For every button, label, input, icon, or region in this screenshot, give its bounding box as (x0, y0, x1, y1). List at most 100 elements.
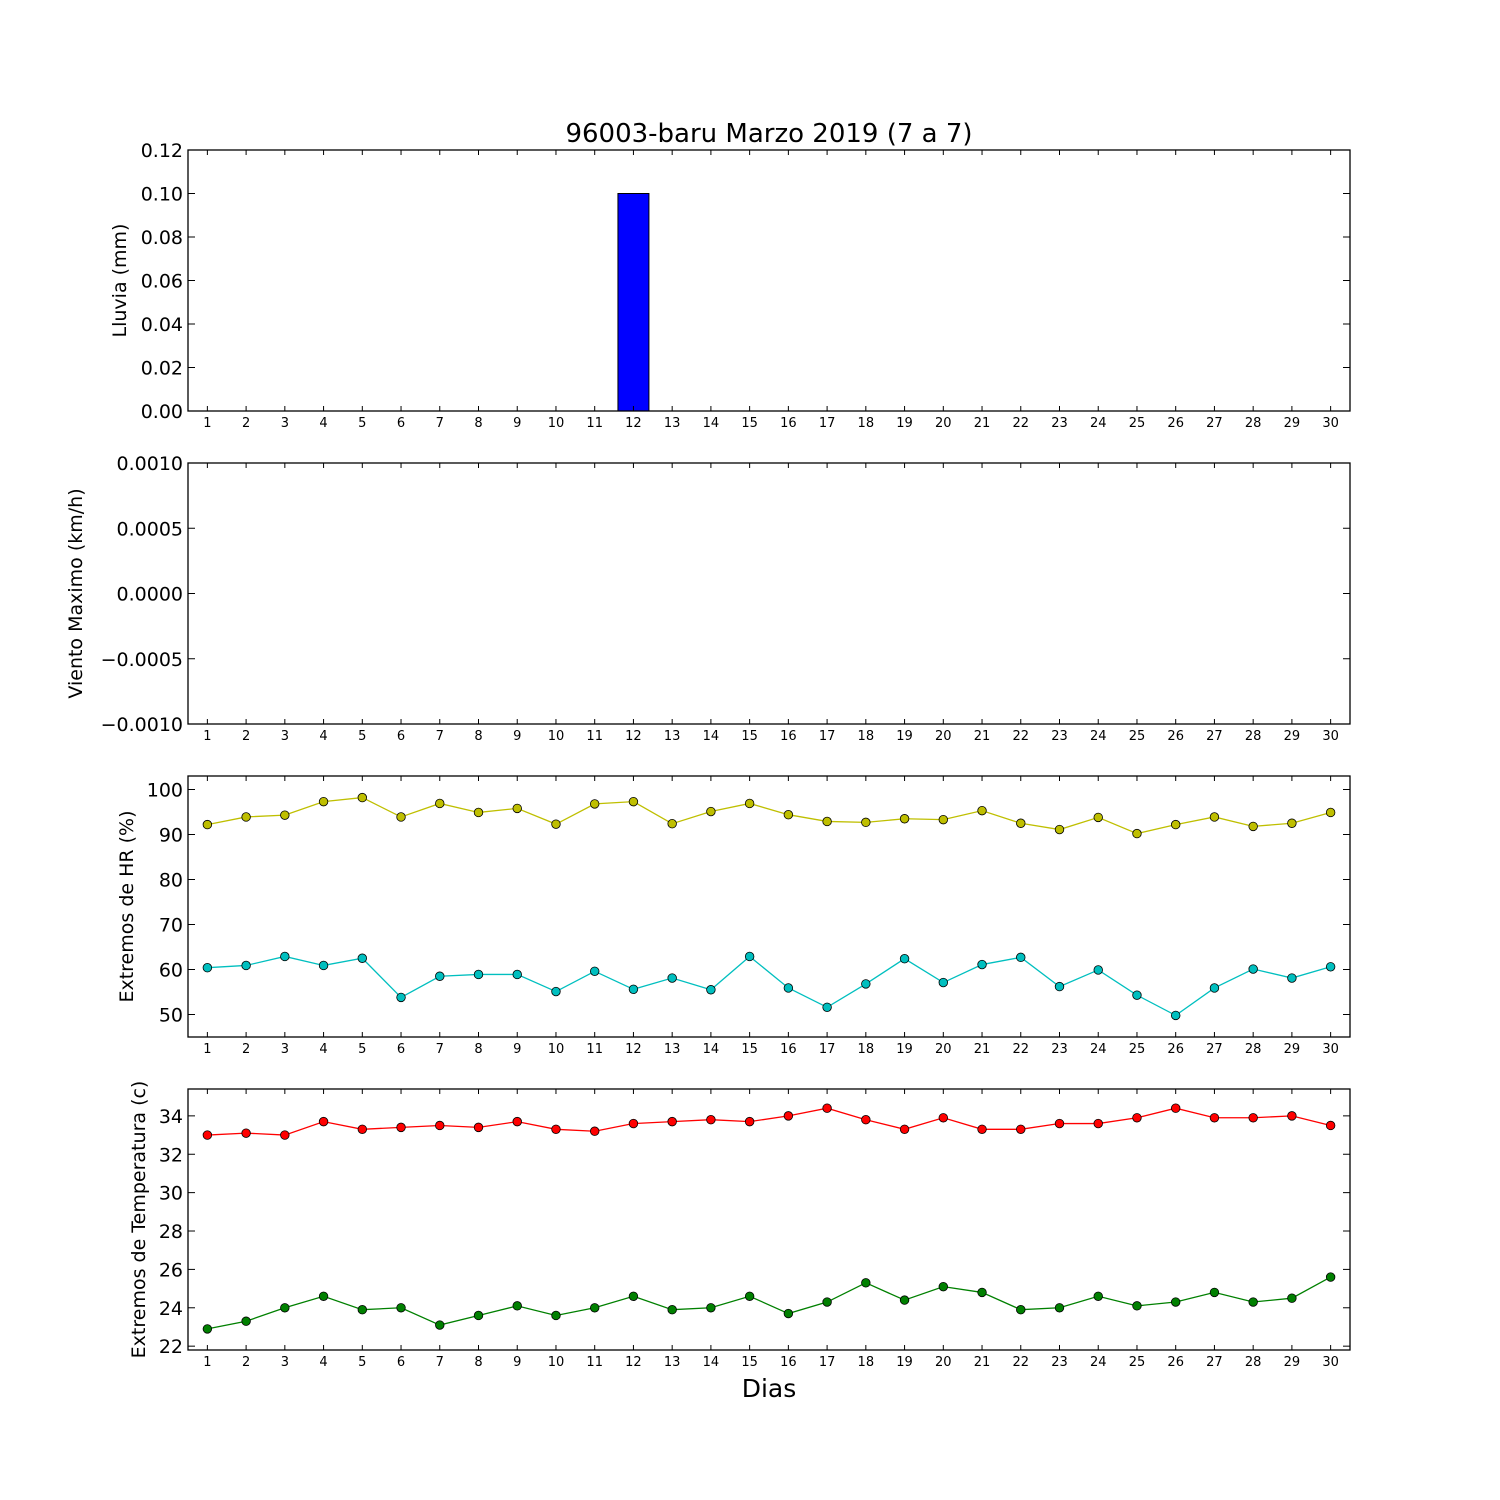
rainfall-x-tick-label: 11 (586, 416, 603, 431)
humidity-point (1248, 964, 1258, 974)
humidity-point (396, 812, 406, 822)
humidity-point (822, 1002, 832, 1013)
humidity-y-tick-label: 80 (159, 870, 183, 892)
wind-x-tick-label: 29 (1284, 729, 1301, 744)
humidity-point (551, 819, 561, 829)
rainfall-y-tick-label: 0.12 (141, 140, 183, 162)
humidity-point (1054, 824, 1065, 835)
humidity-x-tick-label: 3 (281, 1042, 289, 1057)
temperature-point (202, 1130, 213, 1140)
rainfall-y-axis-label: Lluvia (mm) (109, 224, 131, 338)
humidity-point (241, 960, 251, 971)
humidity-y-tick-label: 70 (159, 915, 183, 937)
wind-x-tick-label: 19 (896, 729, 913, 744)
temperature-x-tick-label: 5 (358, 1355, 366, 1370)
humidity-point (1016, 952, 1026, 963)
temperature-point (1325, 1120, 1336, 1131)
humidity-x-tick-label: 27 (1206, 1042, 1223, 1057)
temperature-point (628, 1118, 639, 1129)
humidity-x-tick-label: 24 (1090, 1042, 1107, 1057)
wind-x-tick-label: 15 (741, 729, 758, 744)
wind-x-tick-label: 9 (513, 729, 521, 744)
rainfall-x-tick-label: 24 (1090, 416, 1107, 431)
temperature-point (1054, 1303, 1065, 1313)
temperature-panel: 1 2 3 4 5 6 7 8 9 10 11 12 13 14 15 16 17 18 19 20 21 22 23 24 2… (128, 1081, 1351, 1370)
wind-y-tick-label: 0.0010 (117, 453, 183, 475)
humidity-point (1170, 1010, 1181, 1021)
humidity-x-tick-label: 13 (664, 1042, 681, 1057)
temperature-x-tick-label: 17 (819, 1355, 836, 1370)
humidity-x-tick-label: 30 (1322, 1042, 1339, 1057)
humidity-point (667, 973, 677, 983)
temperature-point (822, 1297, 832, 1307)
humidity-point (357, 953, 368, 963)
wind-x-tick-label: 27 (1206, 729, 1223, 744)
temperature-point (396, 1303, 406, 1313)
rainfall-y-tick-label: 0.08 (141, 227, 183, 249)
humidity-point (1325, 807, 1336, 818)
humidity-point (435, 798, 445, 809)
humidity-x-tick-label: 11 (586, 1042, 603, 1057)
humidity-x-tick-label: 2 (242, 1042, 250, 1057)
wind-x-tick-label: 18 (858, 729, 875, 744)
rainfall-x-tick-label: 25 (1129, 416, 1146, 431)
wind-x-tick-label: 5 (358, 729, 366, 744)
humidity-x-tick-label: 28 (1245, 1042, 1262, 1057)
temperature-y-tick-label: 28 (159, 1221, 183, 1243)
temperature-y-tick-label: 24 (159, 1298, 183, 1320)
rainfall-x-tick-label: 23 (1051, 416, 1068, 431)
humidity-point (1325, 962, 1336, 972)
humidity-point (977, 959, 987, 970)
humidity-x-tick-label: 25 (1129, 1042, 1146, 1057)
wind-x-tick-label: 2 (242, 729, 250, 744)
temperature-point (1093, 1118, 1103, 1129)
temperature-point (938, 1113, 949, 1123)
wind-x-tick-label: 8 (474, 729, 482, 744)
rainfall-y-tick-label: 0.02 (141, 358, 183, 380)
rainfall-x-tick-label: 30 (1322, 416, 1339, 431)
temperature-point (1132, 1113, 1142, 1123)
rainfall-x-tick-label: 8 (474, 416, 482, 431)
wind-y-tick-label: −0.0010 (101, 714, 183, 736)
rainfall-x-tick-label: 13 (664, 416, 681, 431)
humidity-point (318, 960, 329, 971)
humidity-point (1209, 812, 1220, 822)
temperature-point (318, 1291, 329, 1301)
humidity-point (899, 954, 910, 964)
humidity-point (1170, 819, 1181, 830)
wind-x-tick-label: 11 (586, 729, 603, 744)
temperature-x-tick-label: 8 (474, 1355, 482, 1370)
temperature-x-tick-label: 28 (1245, 1355, 1262, 1370)
humidity-point (706, 985, 716, 995)
rainfall-y-tick-label: 0.04 (141, 314, 183, 336)
humidity-point (1093, 812, 1103, 823)
humidity-x-tick-label: 29 (1284, 1042, 1301, 1057)
wind-x-tick-label: 7 (436, 729, 444, 744)
rainfall-y-tick-label: 0.06 (141, 271, 183, 293)
wind-y-tick-label: 0.0005 (117, 518, 183, 540)
humidity-point (241, 812, 251, 822)
chart-title: 96003-baru Marzo 2019 (7 a 7) (565, 119, 972, 149)
wind-x-tick-label: 12 (625, 729, 642, 744)
temperature-point (706, 1115, 716, 1125)
humidity-x-tick-label: 5 (358, 1042, 366, 1057)
temperature-point (1287, 1293, 1297, 1303)
humidity-point (202, 819, 213, 830)
humidity-x-tick-label: 16 (780, 1042, 797, 1057)
wind-x-tick-label: 22 (1012, 729, 1029, 744)
humidity-series-line-0 (207, 796, 1331, 835)
humidity-point (512, 969, 522, 980)
humidity-panel: 1 2 3 4 5 6 7 8 9 10 11 12 13 14 15 16 17 18 19 20 21 22 23 24 2… (116, 775, 1351, 1057)
temperature-point (938, 1281, 949, 1292)
humidity-x-tick-label: 6 (397, 1042, 405, 1057)
wind-x-tick-label: 13 (664, 729, 681, 744)
wind-x-tick-label: 20 (935, 729, 952, 744)
wind-x-tick-label: 16 (780, 729, 797, 744)
rainfall-x-tick-label: 19 (896, 416, 913, 431)
temperature-x-tick-label: 6 (397, 1355, 405, 1370)
humidity-point (861, 979, 871, 989)
wind-x-tick-label: 24 (1090, 729, 1107, 744)
humidity-x-tick-label: 14 (703, 1042, 720, 1057)
humidity-point (1093, 965, 1103, 975)
humidity-point (357, 792, 368, 803)
